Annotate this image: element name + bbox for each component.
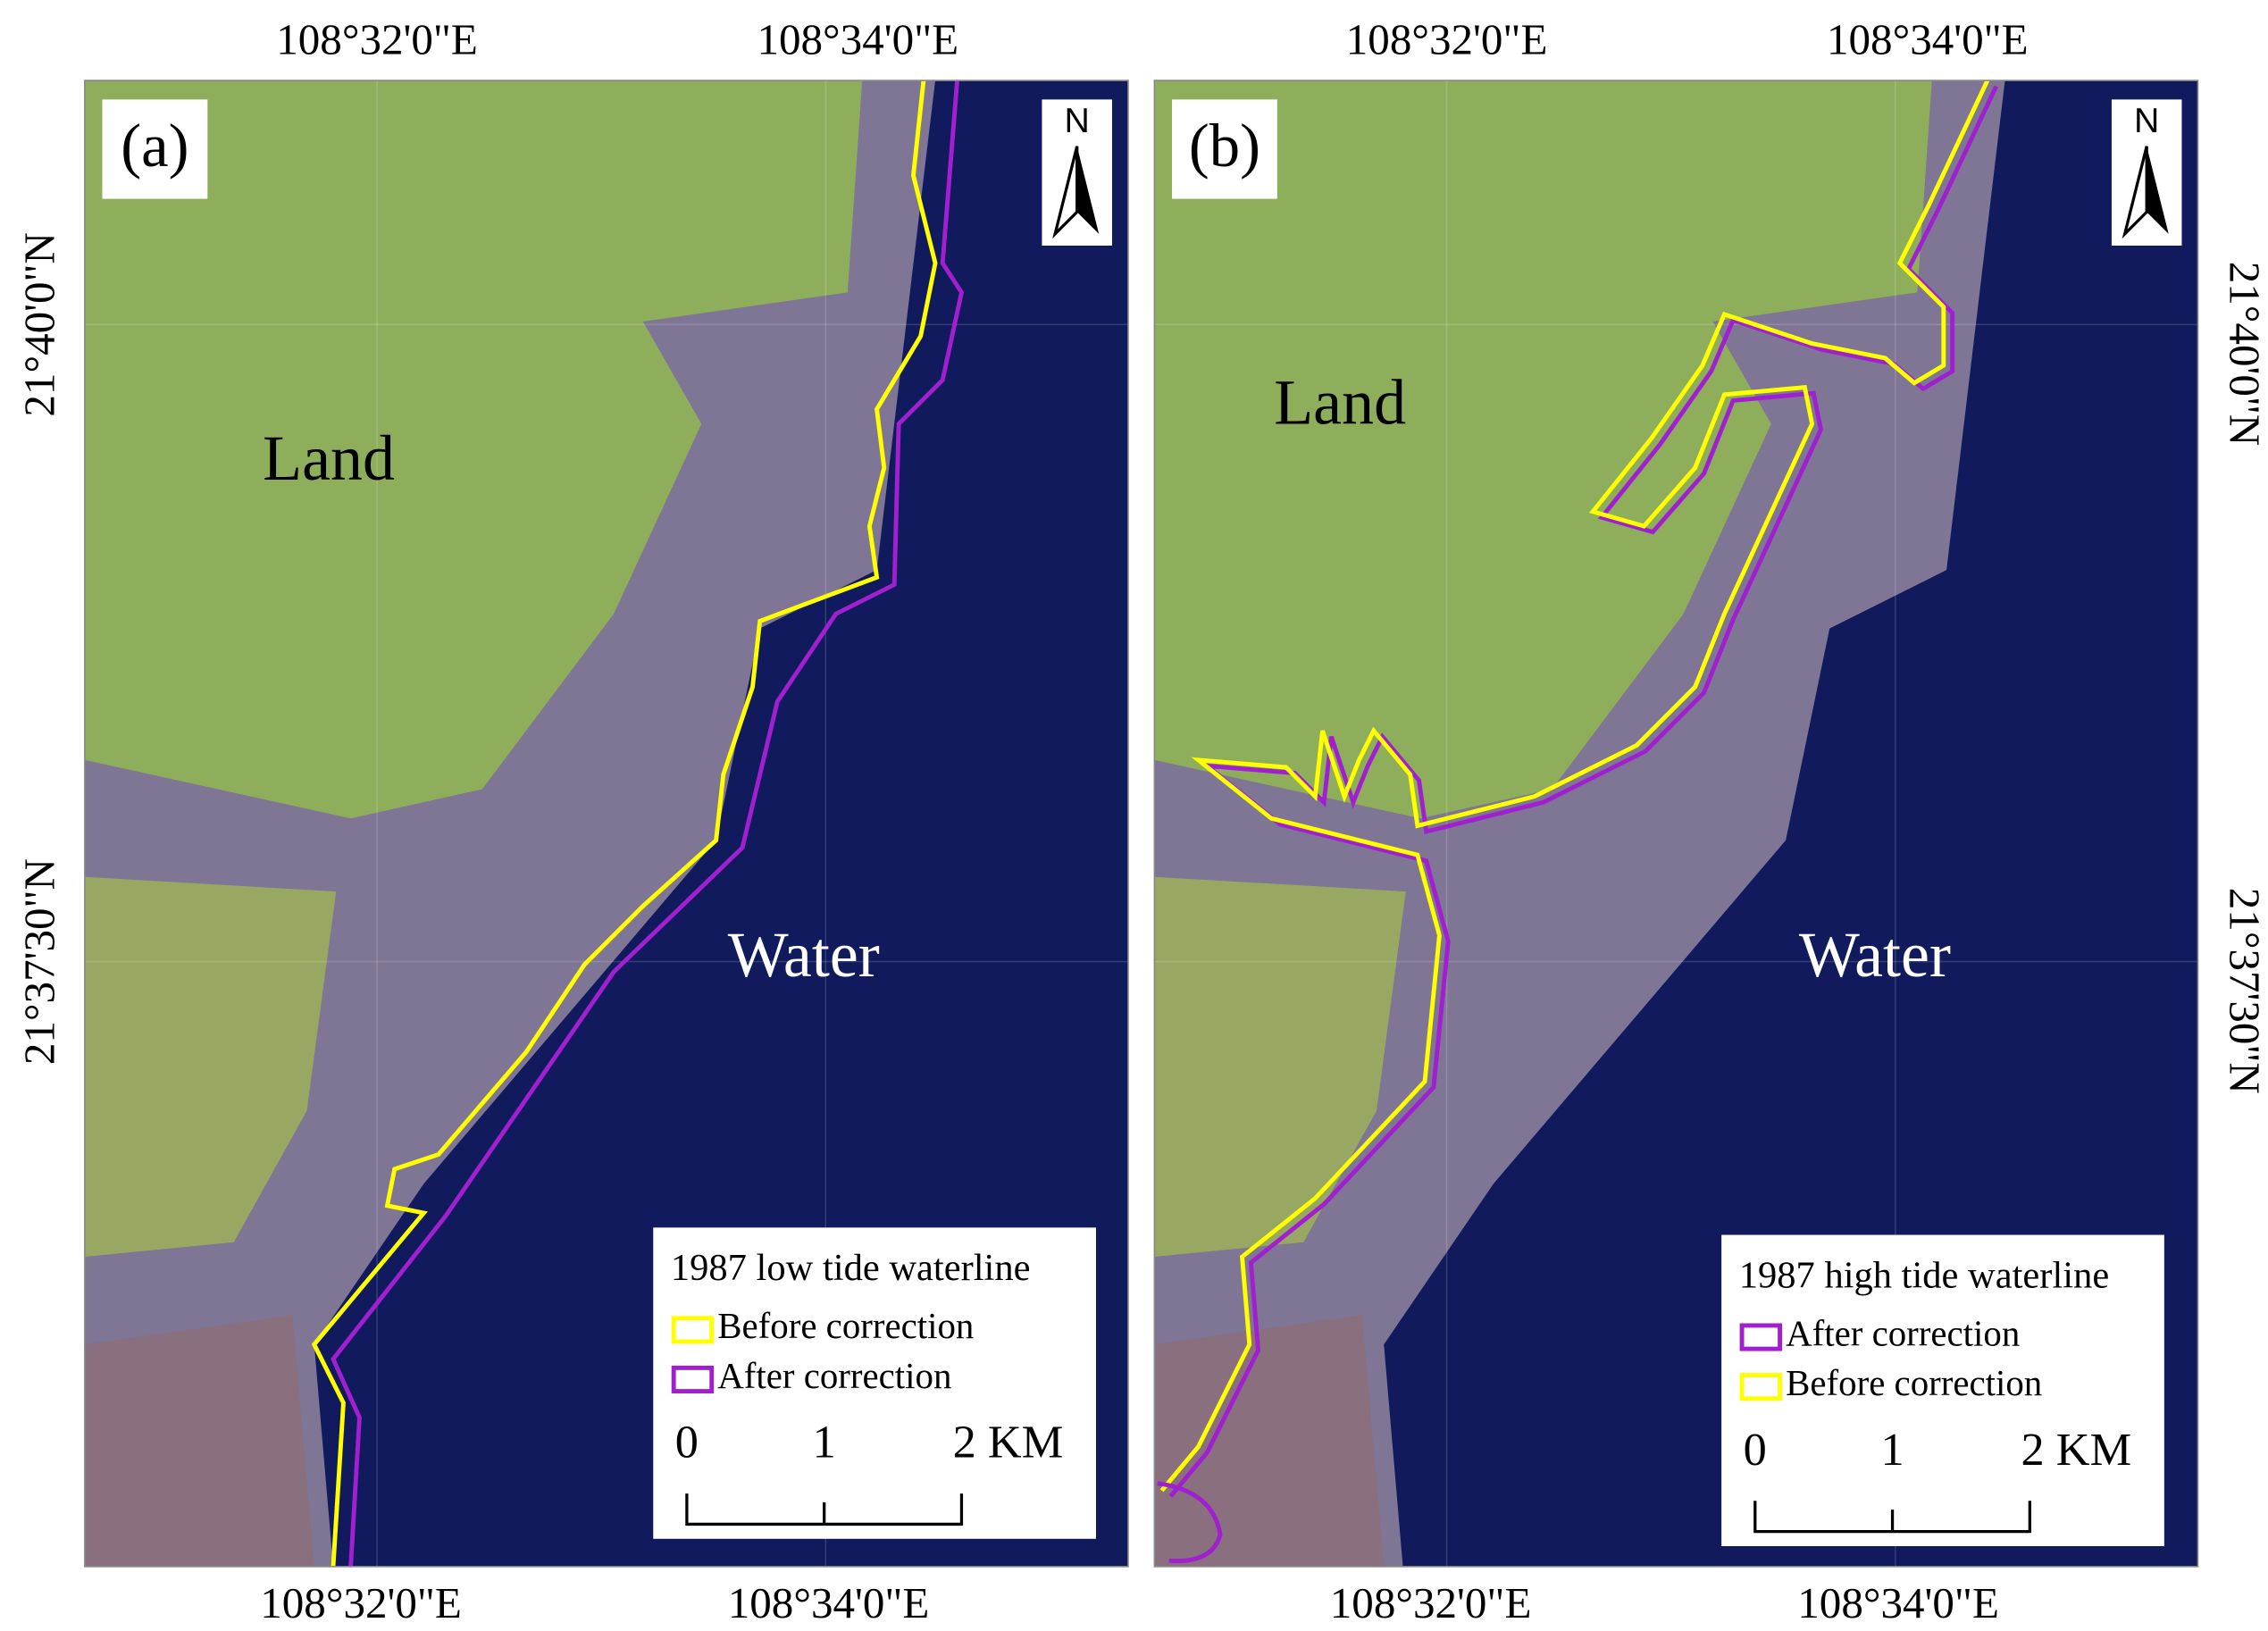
top-tick-label: 108°32'0"E xyxy=(1346,14,1548,63)
top-tick-label: 108°32'0"E xyxy=(276,14,478,63)
scale-label: 2 KM xyxy=(2021,1424,2132,1476)
legend-item: After correction xyxy=(717,1356,951,1396)
map-panel: (a) N Land Water 108°32'0"E 108°34'0"E 108°32'… xyxy=(14,14,1129,1627)
side-tick-label: 21°40'0"N xyxy=(2221,262,2268,447)
legend-title: 1987 high tide waterline xyxy=(1739,1254,2109,1296)
side-tick-label: 21°37'30"N xyxy=(2221,888,2268,1094)
north-label: N xyxy=(1065,101,1090,140)
land xyxy=(84,1315,314,1567)
bottom-tick-label: 108°34'0"E xyxy=(728,1578,930,1627)
land xyxy=(84,876,337,1258)
top-tick-label: 108°34'0"E xyxy=(1827,14,2029,63)
legend-swatch xyxy=(671,1316,715,1344)
land-label: Land xyxy=(263,422,395,494)
legend-box xyxy=(1721,1234,2164,1546)
scale-label: 1 xyxy=(1880,1424,1904,1476)
north-arrow xyxy=(1076,146,1100,234)
map-frame xyxy=(1153,79,2199,1568)
side-tick-label: 21°37'30"N xyxy=(14,858,63,1065)
legend-item: Before correction xyxy=(1786,1363,2042,1403)
waterline xyxy=(1157,1481,1223,1564)
map-frame xyxy=(84,79,1129,1568)
legend-swatch xyxy=(1739,1373,1783,1401)
legend-swatch xyxy=(1739,1323,1783,1351)
scale-label: 1 xyxy=(813,1417,836,1468)
panel-label-box xyxy=(1172,99,1277,199)
land xyxy=(1154,1315,1385,1567)
scale-label: 0 xyxy=(675,1417,699,1468)
land xyxy=(1154,876,1406,1258)
land xyxy=(84,80,863,819)
scale-bar xyxy=(685,1493,964,1526)
north-arrow xyxy=(2147,146,2169,234)
legend-title: 1987 low tide waterline xyxy=(671,1247,1031,1289)
north-arrow xyxy=(1052,146,1079,239)
panel-label-box xyxy=(102,99,208,199)
panel-label: (b) xyxy=(1189,112,1260,180)
legend-item: Before correction xyxy=(717,1306,974,1346)
land-label: Land xyxy=(1274,367,1406,439)
water-label: Water xyxy=(1799,919,1951,991)
waterline xyxy=(331,79,965,1568)
bottom-tick-label: 108°32'0"E xyxy=(1330,1578,1532,1627)
legend-swatch xyxy=(671,1365,715,1394)
land xyxy=(1154,80,1932,819)
waterline xyxy=(311,79,938,1568)
water-label: Water xyxy=(728,919,880,991)
north-label: N xyxy=(2134,101,2159,140)
top-tick-label: 108°34'0"E xyxy=(757,14,958,63)
scale-bar xyxy=(1753,1501,2031,1534)
map-panel: (b) N Land Water 108°32'0"E 108°34'0"E 108°32'… xyxy=(1153,14,2268,1627)
legend-box xyxy=(653,1227,1096,1539)
bottom-tick-label: 108°32'0"E xyxy=(260,1578,462,1627)
legend-item: After correction xyxy=(1786,1313,2020,1353)
panel-label: (a) xyxy=(121,112,188,180)
scale-label: 2 KM xyxy=(953,1417,1064,1468)
bottom-tick-label: 108°34'0"E xyxy=(1797,1578,1999,1627)
waterline xyxy=(1159,79,1990,1493)
side-tick-label: 21°40'0"N xyxy=(14,232,63,417)
scale-label: 0 xyxy=(1744,1424,1767,1476)
waterline xyxy=(1168,85,1998,1498)
